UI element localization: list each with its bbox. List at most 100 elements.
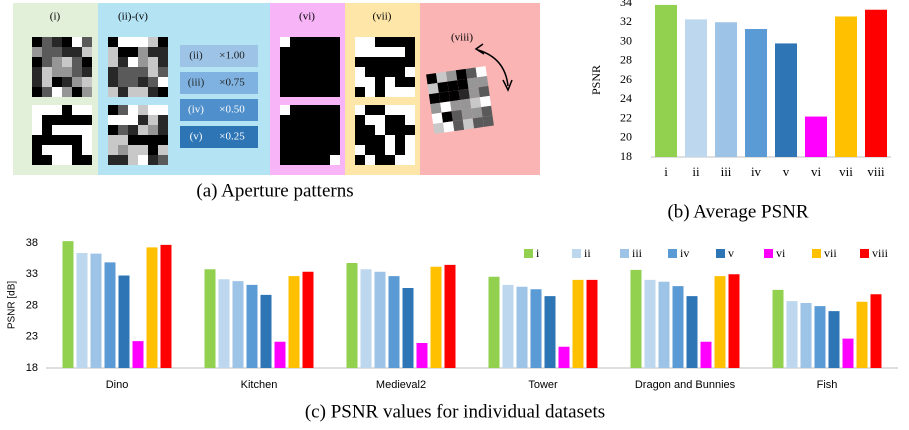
aperture-cell [375,67,385,77]
bar [655,4,677,157]
x-tick-label: viii [867,164,885,179]
aperture-cell [62,47,72,57]
aperture-cell [300,87,310,97]
aperture-cell [375,105,385,115]
aperture-cell [355,135,365,145]
aperture-cell [320,67,330,77]
aperture-cell [330,67,340,77]
aperture-cell [365,105,375,115]
aperture-cell [300,125,310,135]
y-tick-label: 22 [620,110,632,124]
aperture-pattern [32,37,92,97]
aperture-cell [300,145,310,155]
aperture-cell [290,155,300,165]
bar [805,116,827,157]
aperture-cell [290,105,300,115]
aperture-cell [462,118,475,130]
aperture-cell [365,47,375,57]
aperture-cell [355,67,365,77]
aperture-cell [365,145,375,155]
bar [530,289,542,368]
aperture-cell [330,47,340,57]
aperture-cell [365,125,375,135]
bar [502,284,514,368]
aperture-cell [375,37,385,47]
aperture-cell [320,37,330,47]
legend-label: ii [584,246,591,260]
aperture-cell [72,67,82,77]
scale-box [180,72,258,94]
aperture-cell [62,105,72,115]
aperture-cell [477,76,489,88]
aperture-cell [82,57,92,67]
aperture-cell [310,57,320,67]
aperture-cell [52,125,62,135]
aperture-cell [300,67,310,77]
aperture-cell [310,37,320,47]
aperture-cell [465,67,478,79]
bar [786,301,798,368]
y-tick-label: 28 [620,53,632,67]
aperture-cell [158,105,168,115]
aperture-cell [32,105,42,115]
aperture-cell [405,155,415,165]
legend-swatch [860,249,869,258]
legend-label: viii [872,246,889,260]
scale-factor: ×0.50 [219,104,245,116]
aperture-cell [128,47,138,57]
aperture-cell [148,67,158,77]
aperture-cell [290,37,300,47]
aperture-cell [52,155,62,165]
aperture-cell [32,77,42,87]
aperture-cell [62,135,72,145]
aperture-cell [365,77,375,87]
aperture-cell [118,47,128,57]
aperture-cell [310,47,320,57]
aperture-cell [385,37,395,47]
scale-box [180,45,258,67]
aperture-cell [118,125,128,135]
aperture-cell [128,57,138,67]
aperture-cell [32,115,42,125]
x-tick-label: Medieval2 [376,379,426,391]
x-tick-label: vi [811,164,822,179]
y-tick-label: 38 [26,237,38,249]
aperture-cell [82,37,92,47]
bar [544,296,556,368]
aperture-cell [280,105,290,115]
aperture-cell [52,135,62,145]
bar [118,275,130,368]
aperture-cell [440,101,452,113]
aperture-cell [32,125,42,135]
bar [288,276,300,368]
aperture-cell [395,155,405,165]
y-tick-label: 30 [620,33,632,47]
bar [360,269,372,368]
aperture-cell [320,57,330,67]
aperture-cell [365,135,375,145]
aperture-cell [395,145,405,155]
aperture-cell [310,125,320,135]
aperture-cell [436,71,448,83]
legend-label: vii [824,246,837,260]
aperture-cell [330,135,340,145]
aperture-cell [138,155,148,165]
aperture-cell [320,145,330,155]
aperture-cell [280,135,290,145]
bar [775,43,797,157]
y-axis-label: PSNR [589,65,603,95]
bar [246,284,258,368]
rotation-arrow [477,49,509,87]
legend-label: vi [776,246,786,260]
aperture-cell [128,155,138,165]
caption: (b) Average PSNR [667,201,808,222]
aperture-cell [300,105,310,115]
aperture-cell [442,121,455,133]
aperture-pattern [355,37,415,97]
aperture-cell [148,145,158,155]
aperture-cell [385,145,395,155]
aperture-cell [158,77,168,87]
aperture-cell [405,67,415,77]
aperture-cell [32,57,42,67]
y-axis-label: PSNR [dB] [7,281,18,330]
